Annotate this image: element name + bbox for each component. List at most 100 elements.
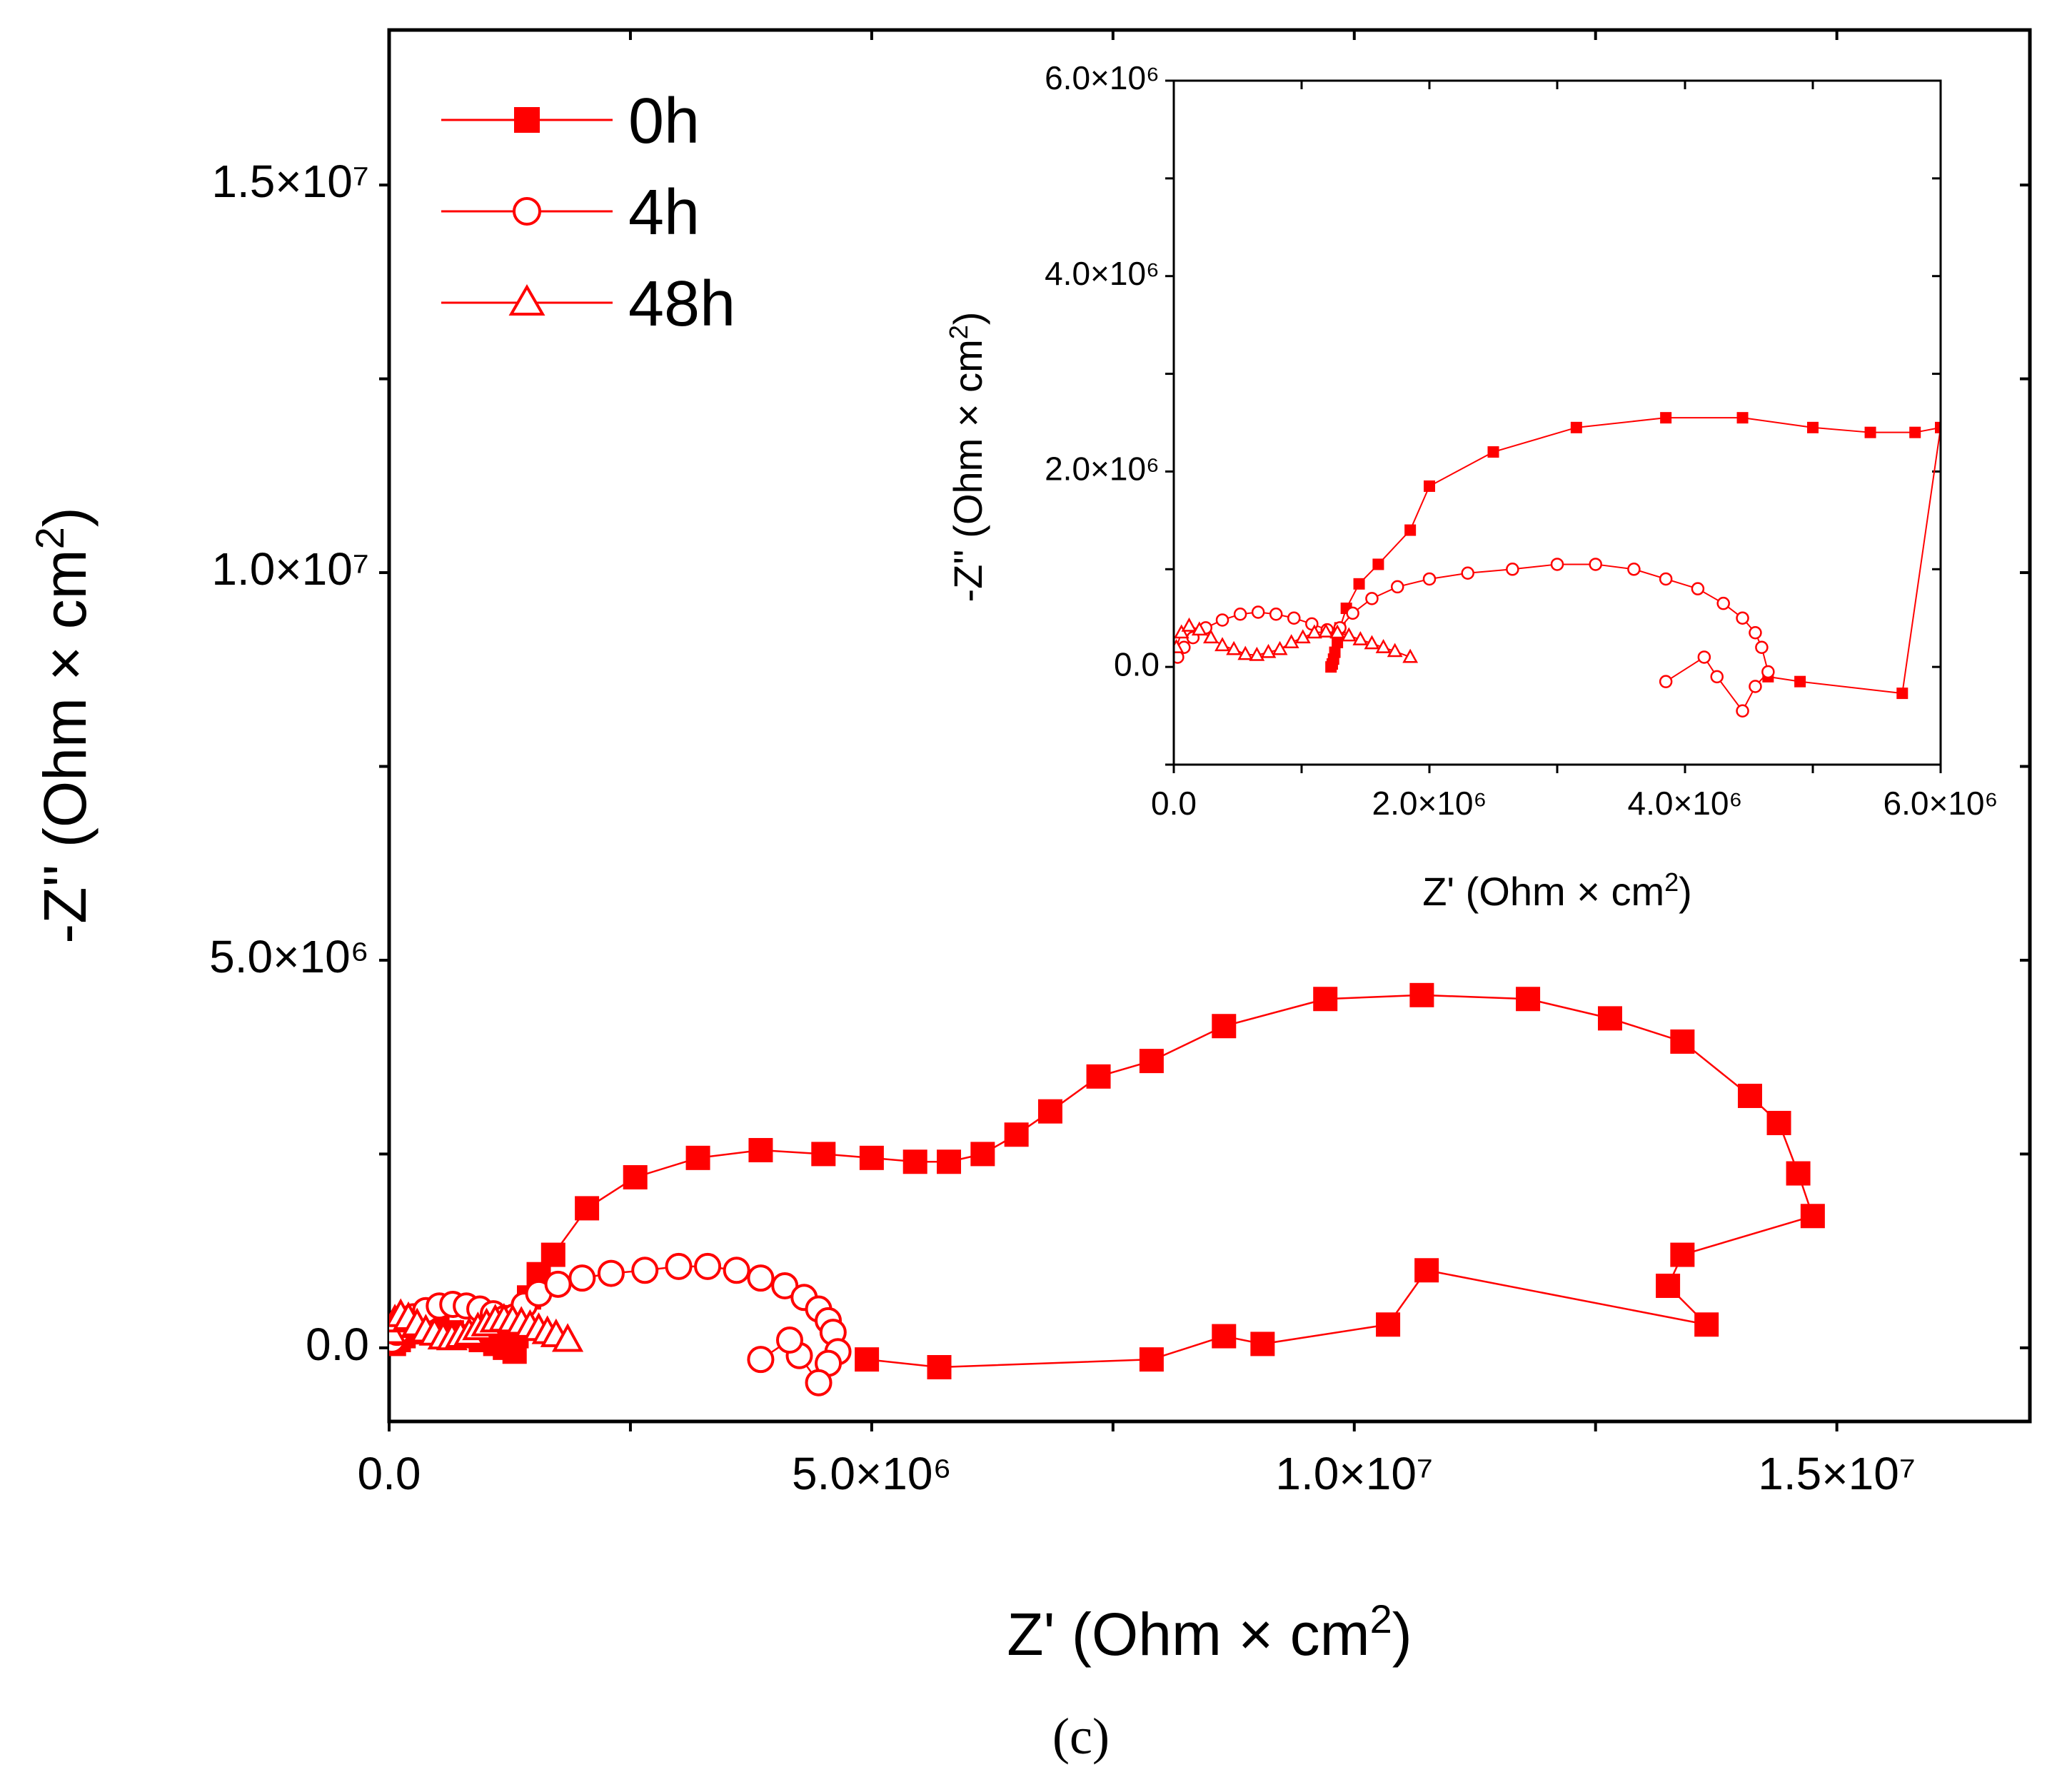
data-point-0h xyxy=(1794,675,1806,688)
data-point-0h xyxy=(1086,1064,1111,1089)
data-point-4h xyxy=(1761,665,1775,679)
data-point-4h xyxy=(723,1257,750,1284)
y-tick-label: 2.0×10⁶ xyxy=(1045,450,1160,488)
data-point-0h xyxy=(811,1142,836,1167)
data-point-4h xyxy=(805,1369,833,1396)
data-point-0h xyxy=(1139,1049,1164,1074)
data-point-0h xyxy=(1736,412,1749,424)
data-point-0h xyxy=(1800,1204,1825,1229)
data-point-0h xyxy=(1414,1258,1439,1283)
x-tick-label: 0.0 xyxy=(358,1448,421,1499)
data-point-4h xyxy=(1506,563,1519,576)
data-point-4h xyxy=(1755,640,1769,655)
x-tick-label: 5.0×10⁶ xyxy=(792,1448,952,1499)
data-point-48h xyxy=(1272,640,1288,655)
data-point-0h xyxy=(1660,412,1672,424)
main-ylabel: -Z'' (Ohm × cm2) xyxy=(27,507,99,944)
data-point-48h xyxy=(1237,645,1254,660)
legend-marker-48h xyxy=(508,284,545,316)
data-point-4h xyxy=(694,1252,722,1280)
data-point-0h xyxy=(1896,688,1908,700)
legend-marker-0h xyxy=(514,107,540,133)
data-point-48h xyxy=(1329,624,1346,639)
data-point-4h xyxy=(747,1264,775,1292)
y-tick-label: 0.0 xyxy=(1114,645,1160,683)
data-point-0h xyxy=(1409,982,1434,1007)
data-point-0h xyxy=(1037,1099,1062,1124)
data-point-0h xyxy=(1250,1332,1275,1356)
data-point-4h xyxy=(747,1346,775,1374)
x-tick-label: 6.0×10⁶ xyxy=(1884,785,1998,822)
data-point-4h xyxy=(1589,558,1602,571)
legend-marker-4h xyxy=(513,197,541,226)
data-point-48h xyxy=(1249,646,1265,661)
data-point-48h xyxy=(1294,629,1311,644)
data-point-0h xyxy=(1004,1122,1029,1147)
data-point-0h xyxy=(1656,1273,1681,1298)
main-plot: 0.0 5.0×10⁶ 1.0×10⁷ 1.5×10⁷ 0.0 5.0×10⁶ 1.0×10… xyxy=(27,28,2032,1668)
data-point-4h xyxy=(1287,611,1301,625)
data-point-0h xyxy=(927,1354,952,1379)
data-point-48h xyxy=(1202,629,1219,644)
data-point-0h xyxy=(970,1142,995,1167)
main-ticks: 0.0 5.0×10⁶ 1.0×10⁷ 1.5×10⁷ 0.0 5.0×10⁶ 1.0×10… xyxy=(209,30,2030,1499)
data-point-48h xyxy=(1375,638,1392,653)
y-tick-label: 5.0×10⁶ xyxy=(209,931,369,982)
x-tick-label: 1.0×10⁷ xyxy=(1275,1448,1433,1499)
data-point-0h xyxy=(1212,1324,1237,1349)
data-point-0h xyxy=(1424,480,1435,492)
y-tick-label: 6.0×10⁶ xyxy=(1045,59,1160,96)
data-point-4h xyxy=(1659,572,1673,586)
inset-series-clip xyxy=(1174,412,1941,718)
data-point-48h xyxy=(1341,627,1357,642)
data-point-0h xyxy=(1353,578,1365,590)
data-point-0h xyxy=(623,1164,648,1189)
data-point-0h xyxy=(540,1242,565,1267)
inset-ylabel: -Z'' (Ohm × cm2) xyxy=(944,312,991,603)
data-point-0h xyxy=(1332,636,1344,648)
data-point-4h xyxy=(631,1257,659,1284)
data-point-48h xyxy=(1214,637,1230,652)
data-point-4h xyxy=(1461,566,1474,580)
data-point-48h xyxy=(1226,640,1242,655)
data-point-0h xyxy=(1807,421,1819,433)
data-point-4h xyxy=(1749,680,1762,693)
legend-label-4h: 4h xyxy=(628,177,700,248)
data-point-4h xyxy=(1716,596,1730,610)
data-point-48h xyxy=(1174,638,1185,653)
data-point-4h xyxy=(665,1252,693,1280)
y-tick-label: 1.5×10⁷ xyxy=(211,156,369,207)
data-point-0h xyxy=(1139,1347,1164,1372)
data-point-0h xyxy=(685,1145,710,1170)
y-tick-label: 4.0×10⁶ xyxy=(1045,255,1160,292)
data-point-0h xyxy=(1329,646,1341,658)
inset-plot: 0.0 2.0×10⁶ 4.0×10⁶ 6.0×10⁶ 0.0 2.0×10⁶ 4.0×10… xyxy=(944,59,1998,914)
data-point-48h xyxy=(1402,648,1419,663)
data-point-0h xyxy=(1864,426,1876,438)
inset-series xyxy=(1174,412,1941,718)
data-point-4h xyxy=(771,1272,799,1299)
main-series xyxy=(389,982,1825,1396)
data-point-0h xyxy=(1786,1161,1811,1186)
data-point-48h xyxy=(1318,623,1334,638)
data-point-4h xyxy=(544,1270,572,1298)
data-point-4h xyxy=(1251,605,1265,619)
data-point-0h xyxy=(1212,1014,1237,1039)
data-point-0h xyxy=(1694,1312,1719,1337)
data-point-0h xyxy=(1487,446,1499,458)
x-tick-label: 4.0×10⁶ xyxy=(1628,785,1743,822)
data-point-48h xyxy=(1306,624,1322,639)
series-line-0h xyxy=(393,994,1814,1369)
x-tick-label: 0.0 xyxy=(1151,785,1197,822)
legend-label-0h: 0h xyxy=(628,86,700,157)
data-point-0h xyxy=(902,1149,927,1174)
data-point-48h xyxy=(1283,634,1299,648)
data-point-48h xyxy=(1191,621,1207,636)
main-plot-frame xyxy=(387,28,2032,1424)
data-point-4h xyxy=(1233,607,1247,621)
data-point-4h xyxy=(1269,607,1283,621)
data-point-4h xyxy=(1736,611,1749,625)
data-point-0h xyxy=(1670,1242,1695,1267)
data-point-48h xyxy=(1364,635,1380,650)
